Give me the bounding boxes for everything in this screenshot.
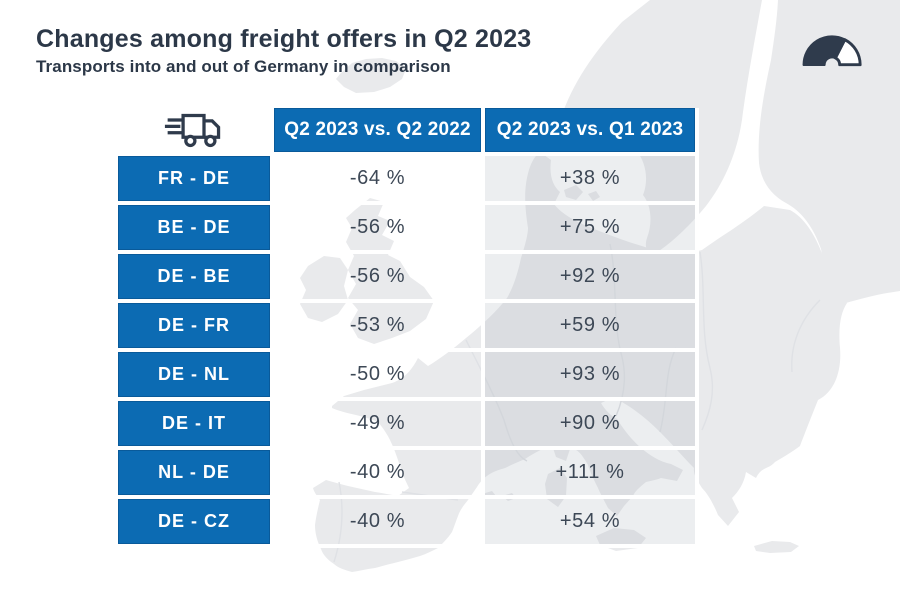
page-subtitle: Transports into and out of Germany in co… [36, 57, 451, 76]
page-title: Changes among freight offers in Q2 2023 [36, 25, 532, 53]
column-header-yoy: Q2 2023 vs. Q2 2022 [274, 108, 485, 156]
yoy-value-cell: -53 % [274, 303, 485, 352]
header-block: Changes among freight offers in Q2 2023 … [36, 24, 531, 77]
yoy-value-cell: -40 % [274, 450, 485, 499]
qoq-value-cell: +59 % [485, 303, 699, 352]
table-corner-cell [118, 108, 274, 156]
route-cell: DE - NL [118, 352, 274, 401]
yoy-value-cell: -49 % [274, 401, 485, 450]
route-cell: DE - CZ [118, 499, 274, 548]
route-cell: FR - DE [118, 156, 274, 205]
yoy-value-cell: -64 % [274, 156, 485, 205]
qoq-value-cell: +111 % [485, 450, 699, 499]
yoy-value-cell: -50 % [274, 352, 485, 401]
gauge-logo-icon [802, 35, 862, 67]
qoq-value-cell: +54 % [485, 499, 699, 548]
route-cell: NL - DE [118, 450, 274, 499]
column-header-qoq: Q2 2023 vs. Q1 2023 [485, 108, 699, 156]
route-cell: DE - IT [118, 401, 274, 450]
route-cell: BE - DE [118, 205, 274, 254]
qoq-value-cell: +93 % [485, 352, 699, 401]
freight-table: Q2 2023 vs. Q2 2022 Q2 2023 vs. Q1 2023 … [118, 108, 699, 548]
route-cell: DE - FR [118, 303, 274, 352]
route-cell: DE - BE [118, 254, 274, 303]
yoy-value-cell: -56 % [274, 254, 485, 303]
yoy-value-cell: -56 % [274, 205, 485, 254]
qoq-value-cell: +38 % [485, 156, 699, 205]
qoq-value-cell: +92 % [485, 254, 699, 303]
qoq-value-cell: +90 % [485, 401, 699, 450]
qoq-value-cell: +75 % [485, 205, 699, 254]
yoy-value-cell: -40 % [274, 499, 485, 548]
truck-icon [164, 113, 221, 148]
